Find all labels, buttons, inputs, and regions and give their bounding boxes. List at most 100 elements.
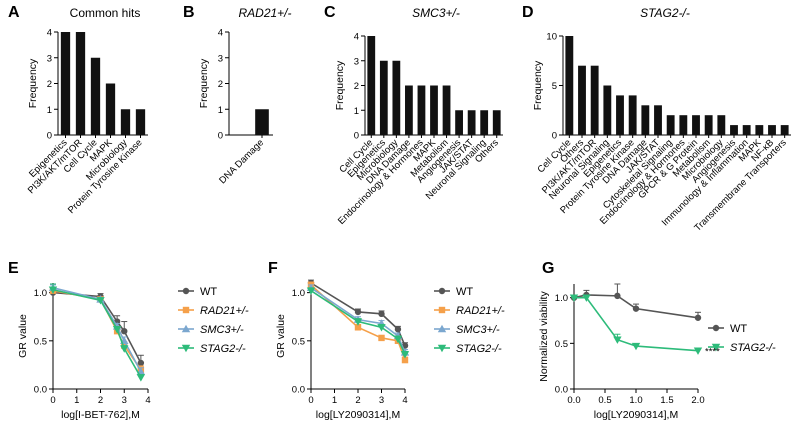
bar	[492, 110, 501, 135]
x-axis-title: log[LY2090314],M	[594, 409, 678, 421]
x-tick-label: 2	[98, 395, 103, 406]
y-tick-label: 0.5	[292, 336, 305, 347]
bar	[742, 125, 751, 135]
y-tick-label: 4	[47, 28, 52, 39]
bar	[367, 36, 376, 135]
data-point	[182, 287, 190, 295]
x-tick-label: 4	[145, 395, 150, 406]
bar	[717, 115, 726, 135]
bar	[590, 65, 599, 135]
bar	[392, 60, 401, 135]
data-point	[306, 287, 316, 295]
data-point	[614, 292, 621, 300]
y-tick-label: 0	[218, 131, 223, 142]
data-point	[613, 336, 622, 344]
bar	[628, 95, 637, 135]
data-point	[438, 306, 446, 314]
y-tick-label: 1	[47, 105, 52, 116]
data-point	[438, 287, 446, 295]
y-tick-label: 0.5	[555, 339, 568, 350]
y-tick-label: 0.0	[34, 385, 47, 396]
data-point	[378, 310, 385, 318]
y-tick-label: 3	[218, 53, 223, 64]
y-tick-label: 1.0	[34, 288, 47, 299]
bar	[255, 109, 269, 135]
y-axis-title: Frequency	[198, 58, 210, 108]
bar	[666, 115, 675, 135]
legend-entry: WT	[200, 286, 217, 298]
y-axis-title: Frequency	[27, 58, 39, 108]
bar	[616, 95, 624, 135]
y-tick-label: 10	[546, 32, 557, 43]
x-tick-label: DNA Damage	[217, 137, 266, 186]
data-point	[394, 326, 402, 333]
panel-label: E	[8, 260, 19, 277]
significance-annotation: ****	[705, 347, 720, 358]
x-tick-label: 1.0	[629, 395, 642, 406]
bar	[135, 109, 146, 135]
y-tick-label: 2	[354, 81, 359, 92]
data-point	[712, 324, 720, 332]
x-tick-label: 4	[402, 395, 407, 406]
chart-title: RAD21+/-	[238, 6, 291, 20]
x-tick-label: 0.5	[598, 395, 611, 406]
bar	[704, 115, 713, 135]
y-tick-label: 5	[552, 81, 557, 92]
data-point	[437, 344, 447, 353]
y-axis-title: Frequency	[334, 60, 346, 110]
bar	[692, 115, 700, 135]
data-point	[112, 326, 122, 334]
bar	[654, 105, 662, 135]
bar	[641, 105, 650, 135]
series-line	[52, 287, 142, 373]
bar	[105, 83, 116, 135]
panel-label: C	[324, 4, 336, 21]
bar	[578, 65, 586, 135]
y-tick-label: 1	[354, 106, 359, 117]
data-point	[694, 314, 702, 321]
data-point	[96, 297, 105, 305]
bar	[417, 85, 426, 135]
y-tick-label: 0.0	[292, 385, 305, 396]
y-tick-label: 1.0	[292, 288, 305, 299]
legend-entry: SMC3+/-	[456, 324, 500, 336]
chart-title: STAG2-/-	[640, 6, 690, 20]
data-point	[711, 343, 721, 352]
data-point	[582, 294, 591, 302]
y-tick-label: 3	[354, 56, 359, 67]
chart-title: Common hits	[70, 6, 141, 20]
bar	[90, 57, 101, 135]
legend-entry: STAG2-/-	[200, 343, 246, 355]
bar	[467, 110, 476, 135]
data-point	[353, 318, 363, 326]
data-point	[137, 359, 145, 367]
y-tick-label: 0	[354, 131, 359, 142]
y-tick-label: 0.0	[555, 385, 568, 396]
legend-entry: RAD21+/-	[200, 305, 249, 317]
bar	[730, 125, 738, 135]
data-point	[181, 344, 191, 353]
x-tick-label: 0	[308, 395, 313, 406]
panel-label: G	[542, 260, 554, 277]
legend-entry: STAG2-/-	[730, 342, 776, 354]
bar	[780, 125, 789, 135]
data-point	[377, 324, 386, 332]
legend-entry: RAD21+/-	[456, 305, 505, 317]
x-tick-label: 0	[50, 395, 55, 406]
y-tick-label: 1	[218, 105, 223, 116]
data-point	[378, 334, 385, 342]
series-line	[52, 291, 142, 364]
data-point	[48, 286, 58, 294]
legend-entry: STAG2-/-	[456, 343, 502, 355]
y-tick-label: 4	[218, 28, 223, 39]
bar	[60, 32, 71, 135]
data-point	[393, 335, 403, 344]
x-axis-title: log[LY2090314],M	[316, 409, 400, 421]
y-tick-label: 3	[47, 53, 52, 64]
bar	[120, 109, 131, 135]
series-line	[52, 288, 142, 378]
bar	[480, 110, 489, 135]
x-tick-label: 3	[122, 395, 127, 406]
data-point	[401, 356, 409, 364]
y-axis-title: Frequency	[532, 60, 544, 110]
